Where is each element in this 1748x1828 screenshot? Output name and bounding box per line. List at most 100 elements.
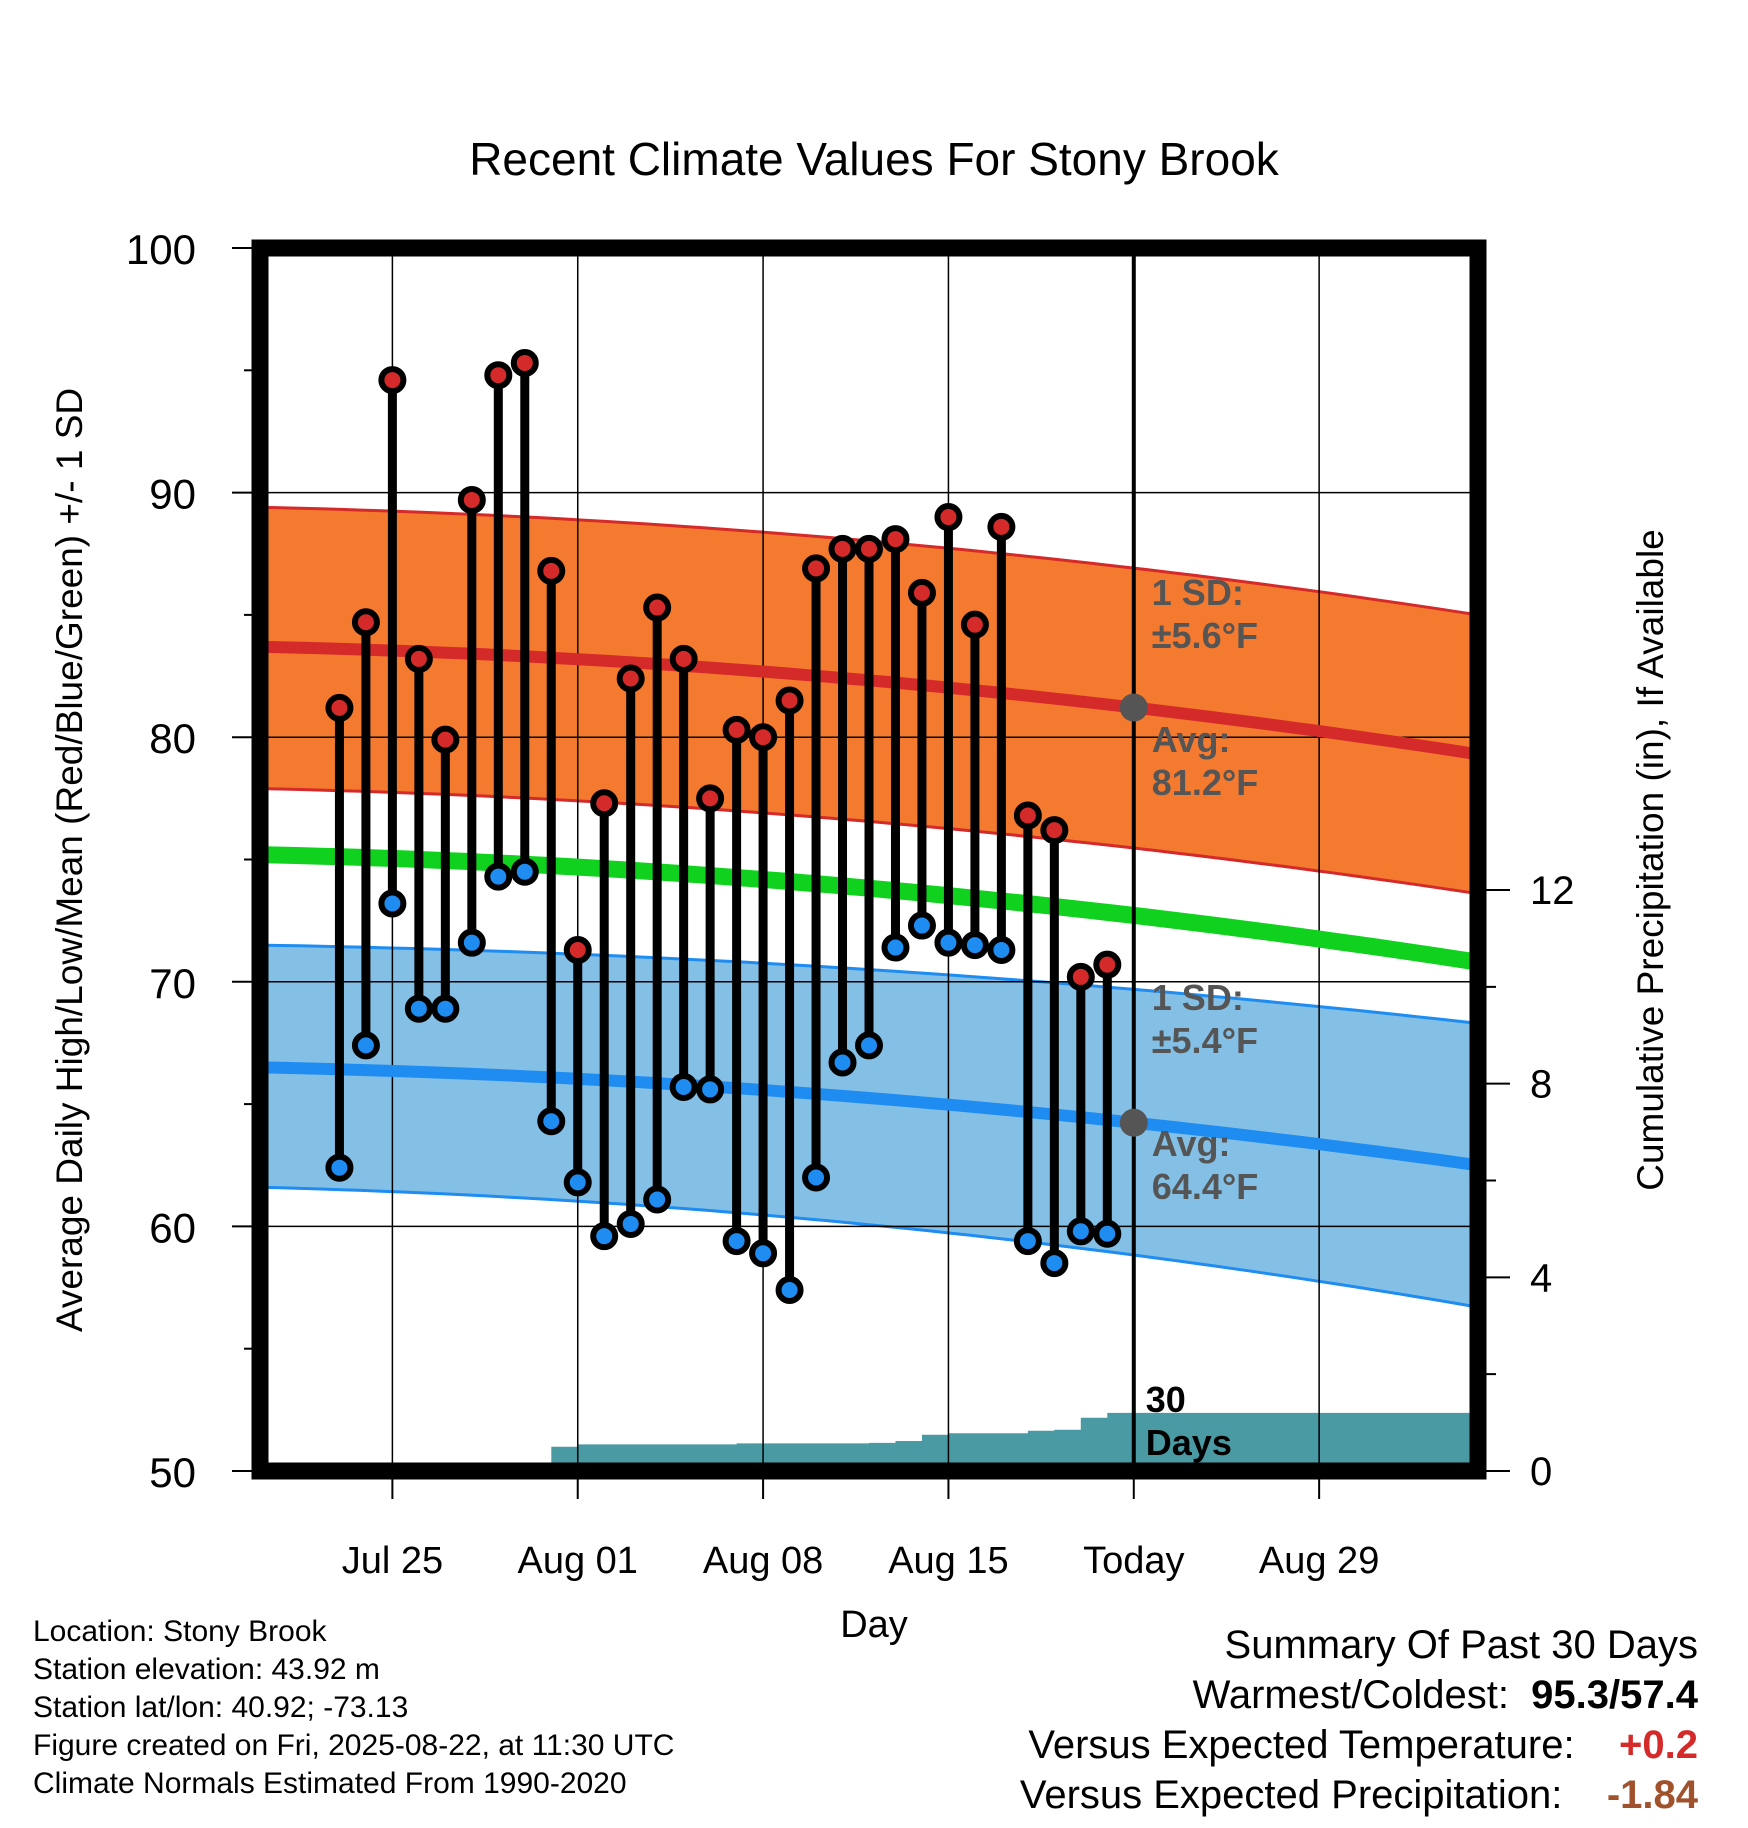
daily-low-point xyxy=(643,1185,672,1214)
daily-low-point xyxy=(1093,1219,1122,1248)
high-avg-value: 81.2°F xyxy=(1152,762,1258,803)
daily-low-point xyxy=(616,1209,645,1238)
days-label-number: 30 xyxy=(1146,1379,1186,1420)
precip-value: -1.84 xyxy=(1606,1773,1698,1817)
daily-low-point xyxy=(934,928,963,957)
daily-high-point xyxy=(1093,950,1122,979)
daily-high-point xyxy=(1066,962,1095,991)
daily-low-point xyxy=(325,1153,354,1182)
y2-tick-label: 8 xyxy=(1530,1063,1552,1107)
daily-low-point xyxy=(802,1163,831,1192)
daily-high-point xyxy=(457,485,486,514)
daily-low-point xyxy=(484,862,513,891)
daily-low-point xyxy=(351,1031,380,1060)
daily-high-point xyxy=(643,593,672,622)
daily-low-point xyxy=(696,1075,725,1104)
days-label-text: Days xyxy=(1146,1422,1232,1463)
daily-high-point xyxy=(351,608,380,637)
daily-low-point xyxy=(563,1168,592,1197)
y-tick-label: 100 xyxy=(126,226,196,273)
y2-tick-label: 0 xyxy=(1530,1450,1552,1494)
daily-high-point xyxy=(934,503,963,532)
daily-high-point xyxy=(484,361,513,390)
daily-high-point xyxy=(696,784,725,813)
daily-low-point xyxy=(881,933,910,962)
daily-high-point xyxy=(669,644,698,673)
low-sd-band-lower-edge xyxy=(259,1185,1479,1309)
daily-low-point xyxy=(510,857,539,886)
daily-high-point xyxy=(775,686,804,715)
x-tick-label: Aug 15 xyxy=(888,1540,1008,1582)
precipitation-fill xyxy=(339,1412,1478,1471)
y-tick-label: 50 xyxy=(149,1449,196,1496)
today-high-avg-marker xyxy=(1119,693,1148,722)
low-normal-line xyxy=(259,1061,1479,1172)
daily-high-point xyxy=(537,556,566,585)
daily-low-point xyxy=(855,1031,883,1060)
daily-high-point xyxy=(325,693,354,722)
daily-high-point xyxy=(855,534,883,563)
daily-low-point xyxy=(907,911,936,940)
warm-cold-label: Warmest/Coldest: xyxy=(1192,1673,1509,1717)
daily-low-point xyxy=(669,1072,698,1101)
daily-low-point xyxy=(1066,1217,1095,1246)
low-sd-band xyxy=(260,945,1478,1308)
y-axis-title: Average Daily High/Low/Mean (Red/Blue/Gr… xyxy=(49,388,90,1332)
latlon-text: Station lat/lon: 40.92; -73.13 xyxy=(33,1691,409,1724)
low-sd-label: 1 SD: xyxy=(1152,977,1244,1018)
temp-label: Versus Expected Temperature: xyxy=(1028,1723,1575,1767)
daily-low-point xyxy=(431,994,460,1023)
daily-low-point xyxy=(457,928,486,957)
daily-high-point xyxy=(802,554,831,583)
elevation-text: Station elevation: 43.92 m xyxy=(33,1653,380,1686)
precip-label: Versus Expected Precipitation: xyxy=(1019,1773,1563,1817)
normals-text: Climate Normals Estimated From 1990-2020 xyxy=(33,1767,627,1800)
daily-high-point xyxy=(404,644,433,673)
x-tick-label: Aug 01 xyxy=(518,1540,638,1582)
daily-low-point xyxy=(378,889,407,918)
daily-high-point xyxy=(378,366,407,395)
daily-high-point xyxy=(590,789,619,818)
precipitation-area xyxy=(339,1412,1478,1471)
daily-low-point xyxy=(722,1227,751,1256)
y-tick-label: 90 xyxy=(149,471,196,518)
y-tick-label: 60 xyxy=(149,1204,196,1251)
daily-low-point xyxy=(749,1239,778,1268)
y-tick-label: 80 xyxy=(149,715,196,762)
y2-axis-title: Cumulative Precipitation (in), If Availa… xyxy=(1630,529,1671,1191)
y-tick-label: 70 xyxy=(149,960,196,1007)
axes: 50 60 70 80 90 100 0 4 8 12 Jul 25 Aug 01 Aug 08 Aug … xyxy=(49,226,1671,1646)
low-avg-value: 64.4°F xyxy=(1152,1166,1258,1207)
daily-high-point xyxy=(510,348,539,377)
x-tick-label: Aug 08 xyxy=(703,1540,823,1582)
daily-high-point xyxy=(960,610,989,639)
daily-high-point xyxy=(907,578,936,607)
daily-values xyxy=(325,348,1122,1304)
daily-low-point xyxy=(590,1222,619,1251)
summary-title: Summary Of Past 30 Days xyxy=(1224,1623,1698,1667)
daily-high-point xyxy=(431,725,460,754)
daily-low-point xyxy=(828,1048,857,1077)
today-low-avg-marker xyxy=(1119,1108,1148,1137)
daily-high-point xyxy=(881,525,910,554)
daily-low-point xyxy=(987,936,1016,965)
y2-tick-label: 4 xyxy=(1530,1256,1552,1300)
chart-title: Recent Climate Values For Stony Brook xyxy=(469,133,1280,185)
x-tick-label: Today xyxy=(1083,1540,1184,1582)
y2-tick-label: 12 xyxy=(1530,869,1575,913)
warm-cold-value: 95.3/57.4 xyxy=(1531,1673,1698,1717)
daily-low-point xyxy=(404,994,433,1023)
x-tick-label: Jul 25 xyxy=(342,1540,443,1582)
temp-value: +0.2 xyxy=(1619,1723,1698,1767)
daily-high-point xyxy=(616,664,645,693)
high-avg-label: Avg: xyxy=(1152,719,1231,760)
low-sd-value: ±5.4°F xyxy=(1152,1020,1258,1061)
high-sd-label: 1 SD: xyxy=(1152,572,1244,613)
high-sd-value: ±5.6°F xyxy=(1152,615,1258,656)
daily-low-point xyxy=(537,1107,566,1136)
daily-high-point xyxy=(722,715,751,744)
daily-low-point xyxy=(1013,1227,1042,1256)
location-text: Location: Stony Brook xyxy=(33,1615,327,1648)
